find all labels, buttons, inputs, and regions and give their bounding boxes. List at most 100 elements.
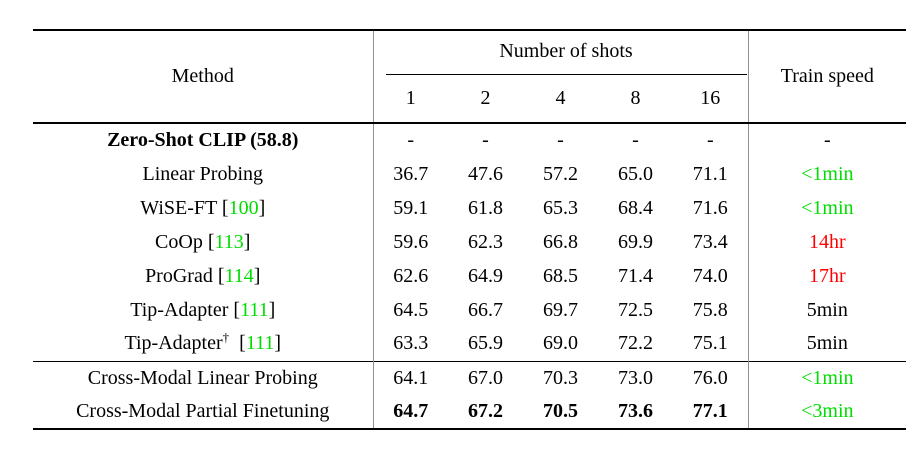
value-cell: 62.6 xyxy=(393,264,429,287)
cite-bracket-close: ] xyxy=(274,332,281,355)
citation-number: 113 xyxy=(214,230,244,253)
value-cell: 62.3 xyxy=(468,230,503,253)
results-table: Method Number of shots Train speed 1 2 4… xyxy=(33,29,907,430)
row-tip-adapter: Tip-Adapter [111] 64.5 66.7 69.7 72.5 75… xyxy=(33,293,907,327)
value-cell: 76.0 xyxy=(673,360,749,395)
value-cell: 67.2 xyxy=(468,400,503,422)
value-cell: 70.5 xyxy=(543,400,578,422)
train-speed-cell: <3min xyxy=(747,395,907,429)
value-cell: 69.9 xyxy=(618,230,653,253)
method-cell: ProGrad [114] xyxy=(33,259,374,293)
train-speed-cell: - xyxy=(747,123,907,157)
cite-bracket-open: [ xyxy=(212,264,225,287)
value-cell: 68.5 xyxy=(543,264,578,287)
value-cell: 75.8 xyxy=(692,298,728,321)
cite-bracket-close: ] xyxy=(253,264,261,287)
col-header-shot-2: 2 xyxy=(448,75,523,124)
train-speed-cell: <1min xyxy=(747,191,907,225)
value-cell: 64.1 xyxy=(373,360,448,395)
col-header-shot-1: 1 xyxy=(373,75,448,124)
value-cell: 73.0 xyxy=(598,360,673,395)
value-cell: 69.7 xyxy=(543,298,578,321)
header-row-groups: Method Number of shots Train speed xyxy=(33,30,907,124)
train-speed-cell: <1min xyxy=(747,157,907,191)
value-cell: 75.1 xyxy=(692,332,728,355)
value-cell: 70.3 xyxy=(523,360,598,395)
value-cell: 64.5 xyxy=(393,298,429,321)
value-cell: 57.2 xyxy=(543,162,578,185)
method-name: Linear Probing xyxy=(142,162,264,185)
train-speed-cell: 5min xyxy=(747,293,907,327)
cite-bracket-close: ] xyxy=(243,230,251,253)
col-group-header-number-of-shots: Number of shots xyxy=(373,30,748,75)
col-header-train-speed: Train speed xyxy=(747,30,907,124)
value-cell: 72.5 xyxy=(618,298,653,321)
cite-bracket-open: [ xyxy=(229,332,246,355)
row-tip-adapter-dagger: Tip-Adapter† [111] 63.3 65.9 69.0 72.2 7… xyxy=(33,327,907,361)
table-header: Method Number of shots Train speed 1 2 4… xyxy=(33,30,907,124)
value-cell: 47.6 xyxy=(468,162,503,185)
method-name: Zero-Shot CLIP (58.8) xyxy=(107,129,299,151)
method-cell: Cross-Modal Partial Finetuning xyxy=(33,395,374,429)
cite-bracket-open: [ xyxy=(228,298,241,321)
value-cell: 74.0 xyxy=(692,264,728,287)
method-name: WiSE-FT xyxy=(140,196,217,219)
value-cell: 72.2 xyxy=(618,332,653,355)
cite-bracket-open: [ xyxy=(216,196,229,219)
row-wise-ft: WiSE-FT [100] 59.1 61.8 65.3 68.4 71.6 <… xyxy=(33,191,907,225)
value-cell: 63.3 xyxy=(393,332,429,355)
number-of-shots-label: Number of shots xyxy=(385,31,747,75)
col-header-shot-8: 8 xyxy=(598,75,673,124)
citation-number: 114 xyxy=(224,264,254,287)
value-cell: 65.0 xyxy=(618,162,653,185)
method-name: ProGrad xyxy=(145,264,213,287)
method-name: CoOp xyxy=(155,230,203,253)
method-name: Tip-Adapter xyxy=(130,298,229,321)
table-body: Zero-Shot CLIP (58.8) - - - - - - Linear… xyxy=(33,123,907,429)
col-header-method: Method xyxy=(33,30,374,124)
method-cell: Zero-Shot CLIP (58.8) xyxy=(33,123,374,157)
value-cell: 59.6 xyxy=(393,230,429,253)
method-cell: WiSE-FT [100] xyxy=(33,191,374,225)
col-header-shot-16: 16 xyxy=(673,75,749,124)
dagger-superscript: † xyxy=(222,329,230,345)
train-speed-cell: 5min xyxy=(747,327,907,361)
paper-table-container: Method Number of shots Train speed 1 2 4… xyxy=(33,29,907,430)
citation-number: 111 xyxy=(240,298,269,321)
row-cross-modal-linear-probing: Cross-Modal Linear Probing 64.1 67.0 70.… xyxy=(33,360,907,395)
header-row-shot-counts: 1 2 4 8 16 xyxy=(33,75,906,124)
method-name: Tip-Adapter xyxy=(124,332,223,355)
cite-bracket-close: ] xyxy=(258,196,266,219)
row-cross-modal-partial-finetuning: Cross-Modal Partial Finetuning 64.7 67.2… xyxy=(33,395,907,429)
value-cell: 77.1 xyxy=(692,400,728,422)
value-cell: - xyxy=(632,129,639,151)
value-cell: 71.6 xyxy=(692,196,728,219)
citation-number: 100 xyxy=(228,196,259,219)
method-cell: Cross-Modal Linear Probing xyxy=(33,360,374,395)
value-cell: - xyxy=(482,129,489,151)
train-speed-cell: 14hr xyxy=(747,225,907,259)
value-cell: 68.4 xyxy=(618,196,653,219)
train-speed-cell: <1min xyxy=(747,360,907,395)
method-name: Cross-Modal Partial Finetuning xyxy=(76,400,330,422)
method-cell: Tip-Adapter† [111] xyxy=(33,327,374,361)
method-cell: Tip-Adapter [111] xyxy=(33,293,374,327)
value-cell: 61.8 xyxy=(468,196,503,219)
value-cell: 71.4 xyxy=(618,264,653,287)
row-prograd: ProGrad [114] 62.6 64.9 68.5 71.4 74.0 1… xyxy=(33,259,907,293)
row-zero-shot-clip: Zero-Shot CLIP (58.8) - - - - - - xyxy=(33,123,907,157)
value-cell: 73.6 xyxy=(618,400,653,422)
value-cell: - xyxy=(407,129,415,151)
value-cell: 73.4 xyxy=(692,230,728,253)
value-cell: 66.8 xyxy=(543,230,578,253)
cite-bracket-close: ] xyxy=(268,298,276,321)
value-cell: 65.9 xyxy=(468,332,503,355)
method-name: Cross-Modal Linear Probing xyxy=(87,366,318,389)
value-cell: 69.0 xyxy=(543,332,578,355)
value-cell: - xyxy=(706,129,714,151)
value-cell: 59.1 xyxy=(393,196,429,219)
value-cell: - xyxy=(557,129,564,151)
value-cell: 71.1 xyxy=(692,162,728,185)
citation-number: 111 xyxy=(245,332,275,355)
value-cell: 64.9 xyxy=(468,264,503,287)
